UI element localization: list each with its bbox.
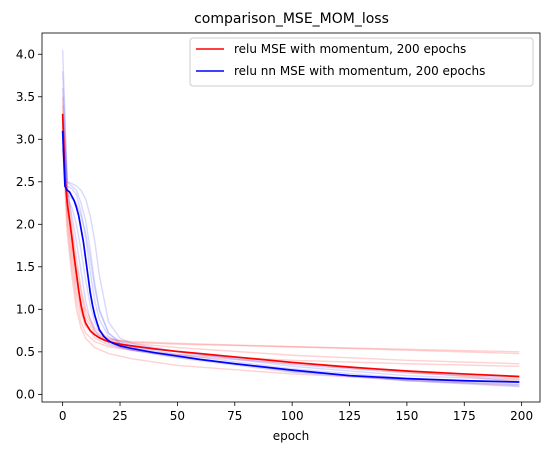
plot-frame — [41, 32, 541, 403]
legend-box — [189, 37, 534, 87]
y-tick-label: 4.0 — [16, 47, 35, 61]
x-tick-label: 125 — [338, 409, 361, 423]
faint-blue-runs — [61, 49, 520, 388]
y-axis: 0.0 0.5 1.0 1.5 2.0 2.5 3.0 3.5 4.0 — [16, 47, 42, 401]
series-lines — [61, 113, 520, 383]
faint-blue-run-5 — [61, 71, 520, 379]
faint-red-run-2 — [61, 122, 520, 380]
y-tick-label: 2.5 — [16, 175, 35, 189]
x-tick-label: 0 — [59, 409, 67, 423]
faint-blue-run-2 — [61, 122, 520, 386]
y-tick-label: 1.5 — [16, 260, 35, 274]
x-tick-label: 50 — [170, 409, 185, 423]
faint-red-run-1 — [61, 105, 520, 353]
y-tick-label: 1.0 — [16, 302, 35, 316]
x-tick-label: 150 — [395, 409, 418, 423]
faint-blue-run-1 — [61, 88, 520, 384]
x-axis: 0 25 50 75 100 125 150 175 200 — [59, 402, 533, 423]
x-tick-label: 25 — [112, 409, 127, 423]
y-tick-label: 3.0 — [16, 132, 35, 146]
x-tick-label: 75 — [227, 409, 242, 423]
y-tick-label: 2.0 — [16, 217, 35, 231]
faint-blue-run-0 — [61, 49, 520, 381]
legend: relu MSE with momentum, 200 epochs relu … — [189, 37, 534, 87]
faint-red-run-4 — [61, 147, 520, 387]
legend-label-blue: relu nn MSE with momentum, 200 epochs — [234, 64, 485, 78]
series-line-red — [61, 113, 520, 378]
faint-red-run-0 — [61, 139, 520, 355]
x-tick-label: 175 — [453, 409, 476, 423]
y-tick-label: 0.0 — [16, 387, 35, 401]
chart-title: comparison_MSE_MOM_loss — [194, 11, 389, 27]
x-tick-label: 200 — [510, 409, 533, 423]
faint-red-run-6 — [61, 113, 520, 365]
series-line-blue — [61, 130, 520, 383]
faint-red-run-5 — [61, 130, 520, 367]
x-axis-label: epoch — [273, 429, 310, 443]
y-tick-label: 0.5 — [16, 345, 35, 359]
faint-red-run-3 — [61, 96, 520, 383]
legend-label-red: relu MSE with momentum, 200 epochs — [234, 42, 466, 56]
x-tick-label: 100 — [281, 409, 304, 423]
y-tick-label: 3.5 — [16, 90, 35, 104]
